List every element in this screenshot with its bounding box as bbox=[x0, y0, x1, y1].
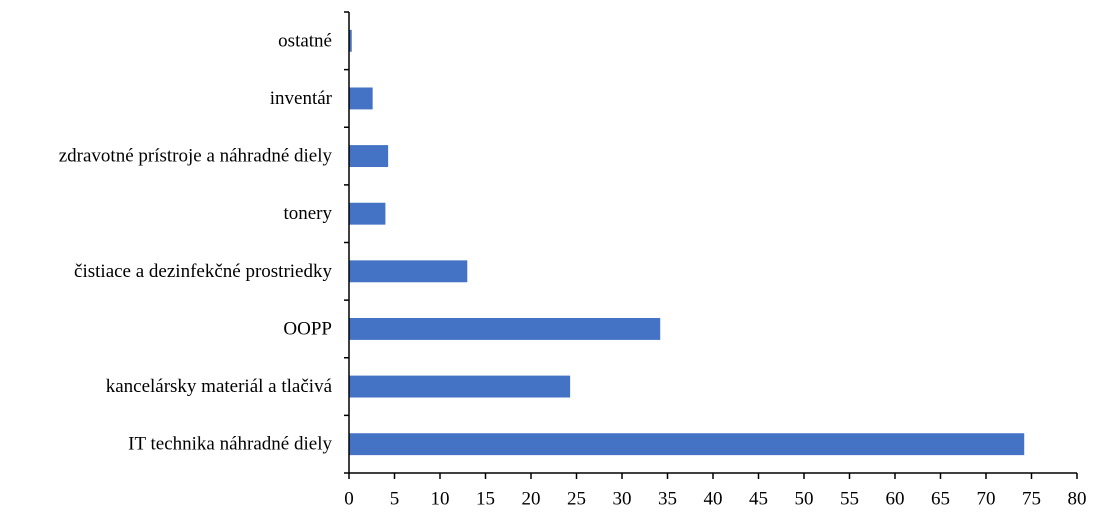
bar bbox=[349, 433, 1025, 456]
x-tick-label: 70 bbox=[977, 489, 996, 510]
x-tick-label: 40 bbox=[704, 489, 723, 510]
category-label: ostatné bbox=[278, 30, 332, 51]
x-tick-label: 35 bbox=[658, 489, 677, 510]
x-tick-label: 5 bbox=[390, 489, 400, 510]
x-tick-label: 50 bbox=[795, 489, 814, 510]
category-label: tonery bbox=[283, 203, 332, 224]
x-tick-label: 10 bbox=[431, 489, 450, 510]
x-tick-label: 15 bbox=[476, 489, 495, 510]
x-tick-label: 55 bbox=[840, 489, 859, 510]
bar bbox=[349, 145, 389, 168]
category-label: IT technika náhradné diely bbox=[128, 434, 332, 455]
x-tick-label: 80 bbox=[1068, 489, 1087, 510]
bars-group bbox=[349, 29, 1025, 456]
x-tick-label: 0 bbox=[344, 489, 354, 510]
x-tick-label: 65 bbox=[931, 489, 950, 510]
bar bbox=[349, 202, 386, 225]
category-label: OOPP bbox=[283, 318, 332, 339]
x-tick-label: 60 bbox=[886, 489, 905, 510]
x-axis-ticks-group: 0 5 10 15 20 25 30 35 40 45 50 55 60 65 70 75 80 bbox=[344, 473, 1087, 510]
bar bbox=[349, 29, 352, 52]
category-labels-group: IT technika náhradné diely kancelársky ma… bbox=[59, 30, 333, 454]
category-label: zdravotné prístroje a náhradné diely bbox=[59, 146, 333, 167]
x-tick-label: 30 bbox=[613, 489, 632, 510]
x-tick-label: 45 bbox=[749, 489, 768, 510]
x-tick-label: 20 bbox=[522, 489, 541, 510]
x-tick-label: 75 bbox=[1022, 489, 1041, 510]
x-tick-label: 25 bbox=[567, 489, 586, 510]
bar bbox=[349, 375, 571, 398]
category-label: kancelársky materiál a tlačivá bbox=[106, 376, 333, 397]
bar bbox=[349, 260, 468, 283]
category-label: čistiace a dezinfekčné prostriedky bbox=[74, 261, 332, 282]
y-axis-ticks-group bbox=[344, 11, 349, 474]
bar bbox=[349, 317, 661, 340]
category-label: inventár bbox=[270, 88, 333, 109]
bar bbox=[349, 87, 373, 110]
